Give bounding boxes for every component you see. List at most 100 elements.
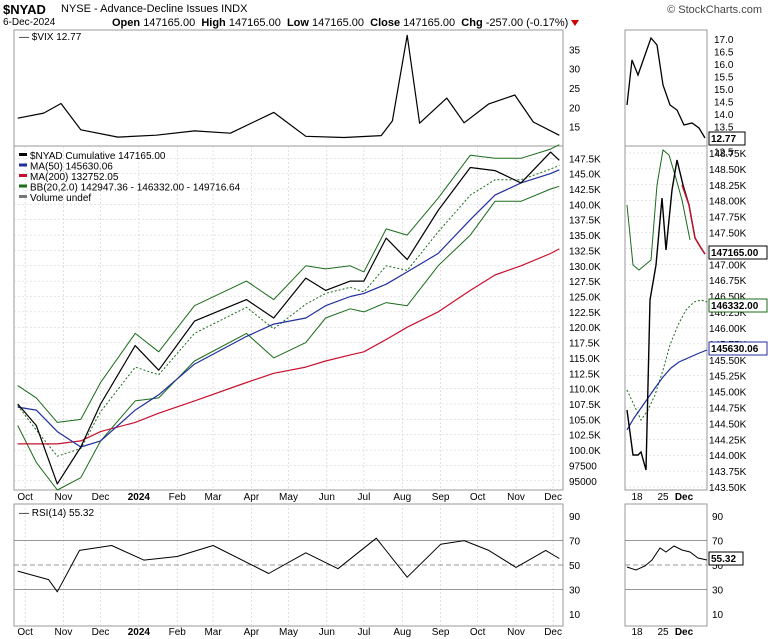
main-tick-label: 117.5K: [569, 339, 600, 350]
main-tick-label: 97500: [569, 461, 597, 472]
main-tick-label: 147.5K: [569, 154, 601, 165]
month-label-rsi: Aug: [393, 627, 411, 638]
vix-tick-label: 35: [569, 45, 581, 56]
bollinger-lower-line: [17, 185, 560, 491]
zoom-vix-tick-label: 15.5: [714, 73, 734, 84]
month-label-rsi: Sep: [432, 627, 450, 638]
close-value: 147165.00: [403, 17, 456, 29]
month-label-main: Oct: [470, 492, 486, 503]
chg-label: Chg: [461, 17, 483, 29]
zoom-day-label-rsi: 18: [631, 627, 643, 638]
vix-tick-label: 25: [569, 84, 581, 95]
vix-tick-label: 30: [569, 65, 581, 76]
main-tick-label: 127.5K: [569, 277, 601, 288]
zoom-main-tick-label: 143.75K: [709, 467, 747, 478]
high-value: 147165.00: [228, 17, 281, 29]
zoom-main-tick-label: 144.50K: [709, 419, 747, 430]
zoom-main-tick-label: 146.50K: [709, 292, 747, 303]
month-label-rsi: Jul: [358, 627, 371, 638]
rsi-badge: 55.32: [711, 554, 736, 565]
low-value: 147165.00: [312, 17, 365, 29]
rsi-tick-label: 50: [569, 561, 581, 572]
month-label-rsi: Nov: [507, 627, 525, 638]
month-label-main: May: [279, 492, 298, 503]
month-label-rsi: Oct: [17, 627, 33, 638]
zoom-main-tick-label: 148.00K: [709, 197, 747, 208]
main-legend-swatch: [19, 163, 27, 167]
ma50-line: [17, 169, 560, 448]
zoom-main-tick-label: 144.25K: [709, 435, 747, 446]
symbol-description: NYSE - Advance-Decline Issues INDX: [61, 3, 248, 15]
main-legend-entry: MA(200) 132752.05: [30, 172, 119, 183]
zoom-vix-tick-label: 13.5: [714, 123, 734, 134]
rsi-tick-label: 70: [569, 537, 581, 548]
nyad-cumulative-line: [17, 151, 560, 485]
month-label-main: Nov: [55, 492, 73, 503]
month-label-main: Oct: [17, 492, 33, 503]
bollinger-upper-line: [17, 144, 560, 423]
quote-date: 6-Dec-2024: [3, 17, 56, 28]
zoom-vix-line: [626, 36, 706, 139]
main-tick-label: 105.0K: [569, 415, 601, 426]
open-label: Open: [112, 17, 141, 29]
month-label-main: Dec: [92, 492, 110, 503]
zoom-vix-tick-label: 16.5: [714, 48, 734, 59]
main-tick-label: 100.0K: [569, 446, 601, 457]
main-tick-label: 130.0K: [569, 262, 601, 273]
month-label-rsi: Feb: [169, 627, 187, 638]
vix-panel-frame: [13, 29, 564, 147]
open-value: 147165.00: [143, 17, 196, 29]
zoom-rsi-line: [626, 545, 708, 571]
month-label-main: Dec: [544, 492, 562, 503]
price-badge: 147165.00: [711, 248, 759, 259]
month-label-main: Jul: [358, 492, 371, 503]
zoom-vix-tick-label: 16.0: [714, 60, 734, 71]
main-tick-label: 132.5K: [569, 246, 601, 257]
zoom-day-label-rsi: Dec: [675, 627, 694, 638]
zoom-main-tick-label: 144.00K: [709, 451, 747, 462]
main-legend-swatch: [19, 153, 27, 156]
main-tick-label: 122.5K: [569, 308, 601, 319]
symbol-title: $NYAD: [3, 2, 46, 17]
zoom-bollinger-upper-line: [626, 149, 691, 271]
month-label-rsi: Apr: [244, 627, 260, 638]
month-label-main: Mar: [204, 492, 222, 503]
ma200-line: [17, 248, 560, 445]
zoom-vix-panel-frame: [624, 29, 708, 147]
down-arrow-icon: [571, 20, 580, 27]
month-label-rsi: Mar: [204, 627, 222, 638]
ma50-badge-box: [708, 341, 768, 356]
zoom-main-tick-label: 147.50K: [709, 229, 747, 240]
zoom-rsi-tick-label: 30: [712, 585, 724, 596]
month-label-main: Nov: [507, 492, 525, 503]
month-label-rsi: Dec: [544, 627, 562, 638]
main-legend-swatch: [19, 184, 27, 188]
chart-header: $NYAD NYSE - Advance-Decline Issues INDX…: [0, 0, 770, 30]
price-badge-box: [708, 245, 768, 260]
zoom-main-tick-label: 147.75K: [709, 213, 747, 224]
rsi-tick-label: 30: [569, 585, 581, 596]
brand-watermark: © StockCharts.com: [667, 4, 762, 16]
main-legend-entry: Volume undef: [30, 193, 91, 204]
main-tick-label: 95000: [569, 477, 597, 488]
zoom-day-label-main: 25: [657, 492, 669, 503]
month-label-main: Feb: [169, 492, 187, 503]
zoom-rsi-tick-label: 70: [712, 537, 724, 548]
zoom-main-panel-frame: [624, 145, 708, 491]
zoom-main-tick-label: 146.00K: [709, 324, 747, 335]
month-label-main: Apr: [244, 492, 260, 503]
zoom-rsi-tick-label: 50: [712, 561, 724, 572]
zoom-vix-tick-label: 14.0: [714, 110, 734, 121]
vix-line: [17, 34, 560, 139]
month-label-rsi: May: [279, 627, 298, 638]
main-tick-label: 135.0K: [569, 231, 601, 242]
low-label: Low: [286, 17, 309, 29]
month-label-rsi: 2024: [128, 627, 151, 638]
vix-legend: — $VIX 12.77: [19, 32, 82, 43]
zoom-vix-tick-label: 17.0: [714, 35, 734, 46]
main-legend-entry: MA(50) 145630.06: [30, 162, 113, 173]
chg-value: -257.00 (-0.17%): [485, 17, 569, 29]
zoom-main-tick-label: 146.75K: [709, 276, 747, 287]
rsi-line: [17, 537, 560, 593]
